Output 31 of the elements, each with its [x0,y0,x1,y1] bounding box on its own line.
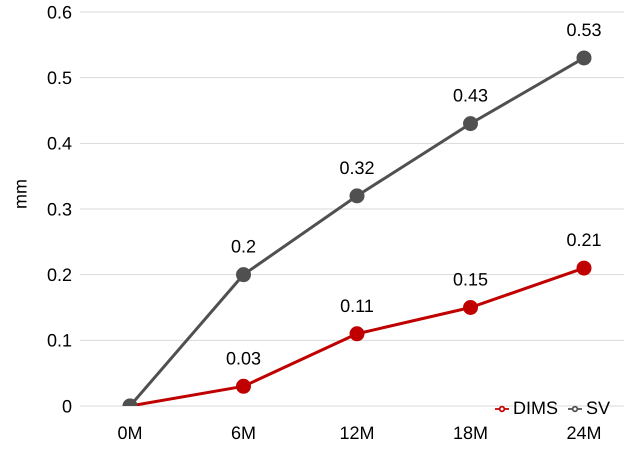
y-tick-label: 0.6 [46,2,72,22]
x-tick-label: 18M [452,422,488,443]
y-tick-label: 0.1 [46,330,72,351]
x-tick-label: 0M [117,422,143,443]
data-label: 0.11 [340,296,374,316]
y-tick-label: 0.2 [46,265,72,286]
data-label: 0.2 [230,236,256,257]
data-label: 0.21 [566,230,602,250]
data-label: 0.32 [339,158,375,178]
data-label: 0.53 [566,20,602,40]
y-axis-title: mm [10,179,30,209]
data-label: 0.43 [452,86,488,106]
y-tick-label: 0.5 [46,68,72,88]
y-tick-label: 0.4 [46,134,72,154]
data-label: 0.15 [452,270,488,290]
point [236,378,251,394]
y-tick-label: 0.3 [46,199,72,220]
point [463,300,478,315]
point [576,50,592,66]
point [236,267,251,282]
x-tick-label: 6M [230,422,256,443]
y-tick-label: 0 [62,396,72,416]
x-tick-label: 24M [566,422,602,443]
legend-label: DIMS [512,398,558,418]
point [350,188,364,204]
point [350,326,364,342]
point [576,260,592,276]
data-label: 0.03 [226,348,262,368]
x-tick-label: 12M [339,422,375,443]
point [463,116,478,132]
legend-label: SV [586,398,610,418]
